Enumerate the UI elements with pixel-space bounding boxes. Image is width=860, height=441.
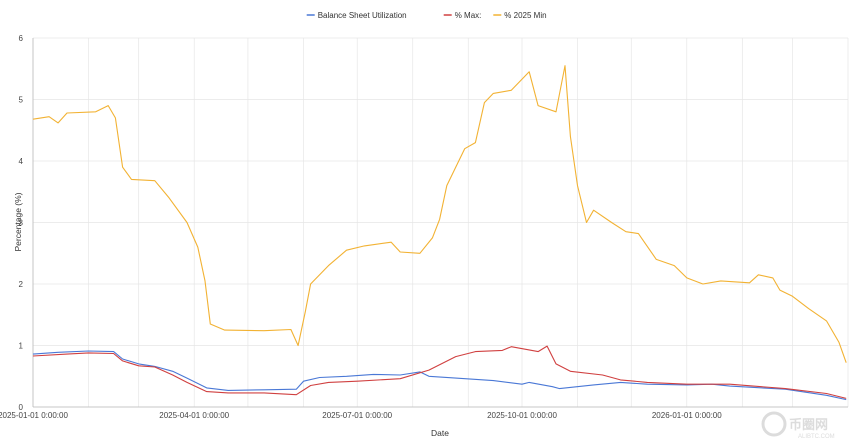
y-tick-label: 6 <box>19 34 24 43</box>
x-tick-labels: 2025-01-01 0:00:00 2025-04-01 0:00:00 2025… <box>0 411 722 420</box>
watermark-site: ALIBTC.COM <box>798 434 835 440</box>
series-line-1 <box>33 351 846 400</box>
y-tick-label: 5 <box>19 96 24 105</box>
legend-label: Balance Sheet Utilization <box>318 11 407 20</box>
legend-label: % Max: <box>455 11 482 20</box>
y-tick-label: 4 <box>19 157 24 166</box>
x-tick-label: 2025-07-01 0:00:00 <box>322 411 392 420</box>
chart-grid <box>33 38 848 407</box>
y-tick-label: 2 <box>19 280 24 289</box>
watermark: 币圈网 ALIBTC.COM <box>763 413 835 440</box>
legend-label: % 2025 Min <box>504 11 546 20</box>
y-axis-label: Percentage (%) <box>13 192 23 251</box>
legend-item: Balance Sheet Utilization <box>307 11 407 20</box>
chart-legend: Balance Sheet Utilization % Max: % 2025 Mi… <box>307 11 547 20</box>
legend-item: % Max: <box>444 11 482 20</box>
watermark-logo-icon <box>763 413 785 435</box>
x-tick-label: 2025-01-01 0:00:00 <box>0 411 68 420</box>
x-axis-label: Date <box>431 428 449 438</box>
y-tick-label: 1 <box>19 342 24 351</box>
x-tick-label: 2026-01-01 0:00:00 <box>652 411 722 420</box>
legend-item: % 2025 Min <box>493 11 546 20</box>
chart-series <box>33 66 846 400</box>
watermark-brand: 币圈网 <box>789 417 828 432</box>
x-tick-label: 2025-10-01 0:00:00 <box>487 411 557 420</box>
series-line-2 <box>33 346 846 398</box>
x-tick-label: 2025-04-01 0:00:00 <box>159 411 229 420</box>
series-line-3 <box>33 66 846 363</box>
